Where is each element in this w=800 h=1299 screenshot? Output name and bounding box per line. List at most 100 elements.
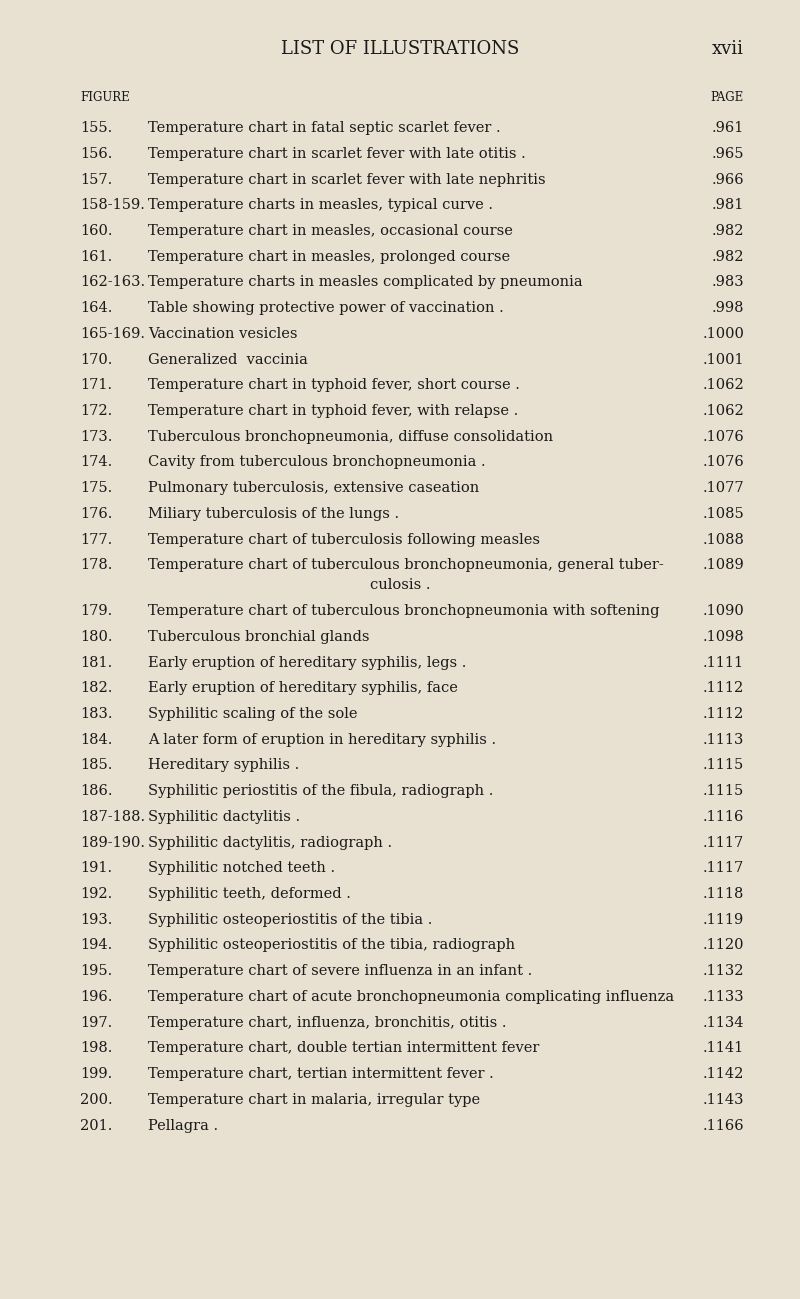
Text: 180.: 180. — [80, 630, 113, 644]
Text: 182.: 182. — [80, 681, 112, 695]
Text: Temperature chart in scarlet fever with late nephritis: Temperature chart in scarlet fever with … — [148, 173, 546, 187]
Text: Temperature chart in fatal septic scarlet fever .: Temperature chart in fatal septic scarle… — [148, 121, 501, 135]
Text: PAGE: PAGE — [710, 91, 744, 104]
Text: 194.: 194. — [80, 938, 112, 952]
Text: .1166: .1166 — [702, 1118, 744, 1133]
Text: 187-188.: 187-188. — [80, 809, 145, 824]
Text: Early eruption of hereditary syphilis, face: Early eruption of hereditary syphilis, f… — [148, 681, 458, 695]
Text: FIGURE: FIGURE — [80, 91, 130, 104]
Text: 191.: 191. — [80, 861, 112, 876]
Text: Pulmonary tuberculosis, extensive caseation: Pulmonary tuberculosis, extensive caseat… — [148, 481, 479, 495]
Text: .1132: .1132 — [702, 964, 744, 978]
Text: 160.: 160. — [80, 223, 113, 238]
Text: 184.: 184. — [80, 733, 112, 747]
Text: A later form of eruption in hereditary syphilis .: A later form of eruption in hereditary s… — [148, 733, 496, 747]
Text: .1142: .1142 — [702, 1066, 744, 1081]
Text: .1112: .1112 — [702, 707, 744, 721]
Text: .961: .961 — [712, 121, 744, 135]
Text: Syphilitic periostitis of the fibula, radiograph .: Syphilitic periostitis of the fibula, ra… — [148, 785, 494, 798]
Text: .1117: .1117 — [702, 861, 744, 876]
Text: 177.: 177. — [80, 533, 112, 547]
Text: .1001: .1001 — [702, 352, 744, 366]
Text: 158-159.: 158-159. — [80, 199, 145, 212]
Text: Syphilitic scaling of the sole: Syphilitic scaling of the sole — [148, 707, 358, 721]
Text: .965: .965 — [711, 147, 744, 161]
Text: .1119: .1119 — [702, 913, 744, 926]
Text: Temperature charts in measles, typical curve .: Temperature charts in measles, typical c… — [148, 199, 493, 212]
Text: Temperature chart of severe influenza in an infant .: Temperature chart of severe influenza in… — [148, 964, 532, 978]
Text: Temperature chart of acute bronchopneumonia complicating influenza: Temperature chart of acute bronchopneumo… — [148, 990, 674, 1004]
Text: Temperature chart in scarlet fever with late otitis .: Temperature chart in scarlet fever with … — [148, 147, 526, 161]
Text: Temperature charts in measles complicated by pneumonia: Temperature charts in measles complicate… — [148, 275, 582, 290]
Text: 186.: 186. — [80, 785, 113, 798]
Text: 156.: 156. — [80, 147, 112, 161]
Text: 201.: 201. — [80, 1118, 112, 1133]
Text: .1076: .1076 — [702, 456, 744, 469]
Text: 181.: 181. — [80, 656, 112, 669]
Text: 200.: 200. — [80, 1092, 113, 1107]
Text: 175.: 175. — [80, 481, 112, 495]
Text: 176.: 176. — [80, 507, 112, 521]
Text: 179.: 179. — [80, 604, 112, 618]
Text: 155.: 155. — [80, 121, 112, 135]
Text: 171.: 171. — [80, 378, 112, 392]
Text: Syphilitic teeth, deformed .: Syphilitic teeth, deformed . — [148, 887, 351, 902]
Text: 196.: 196. — [80, 990, 112, 1004]
Text: Cavity from tuberculous bronchopneumonia .: Cavity from tuberculous bronchopneumonia… — [148, 456, 486, 469]
Text: 183.: 183. — [80, 707, 113, 721]
Text: Tuberculous bronchopneumonia, diffuse consolidation: Tuberculous bronchopneumonia, diffuse co… — [148, 430, 553, 444]
Text: 178.: 178. — [80, 559, 112, 573]
Text: .1062: .1062 — [702, 378, 744, 392]
Text: Syphilitic notched teeth .: Syphilitic notched teeth . — [148, 861, 335, 876]
Text: 198.: 198. — [80, 1042, 112, 1055]
Text: Table showing protective power of vaccination .: Table showing protective power of vaccin… — [148, 301, 504, 316]
Text: Temperature chart, tertian intermittent fever .: Temperature chart, tertian intermittent … — [148, 1066, 494, 1081]
Text: LIST OF ILLUSTRATIONS: LIST OF ILLUSTRATIONS — [281, 40, 519, 58]
Text: 161.: 161. — [80, 249, 112, 264]
Text: .1134: .1134 — [702, 1016, 744, 1030]
Text: .1141: .1141 — [702, 1042, 744, 1055]
Text: Temperature chart of tuberculosis following measles: Temperature chart of tuberculosis follow… — [148, 533, 540, 547]
Text: .1090: .1090 — [702, 604, 744, 618]
Text: Temperature chart of tuberculous bronchopneumonia, general tuber-: Temperature chart of tuberculous broncho… — [148, 559, 664, 573]
Text: .1112: .1112 — [702, 681, 744, 695]
Text: 195.: 195. — [80, 964, 112, 978]
Text: Temperature chart, double tertian intermittent fever: Temperature chart, double tertian interm… — [148, 1042, 539, 1055]
Text: .1077: .1077 — [702, 481, 744, 495]
Text: .1117: .1117 — [702, 835, 744, 850]
Text: Temperature chart of tuberculous bronchopneumonia with softening: Temperature chart of tuberculous broncho… — [148, 604, 659, 618]
Text: .1088: .1088 — [702, 533, 744, 547]
Text: .1120: .1120 — [702, 938, 744, 952]
Text: .982: .982 — [711, 249, 744, 264]
Text: Early eruption of hereditary syphilis, legs .: Early eruption of hereditary syphilis, l… — [148, 656, 466, 669]
Text: 189-190.: 189-190. — [80, 835, 145, 850]
Text: 165-169.: 165-169. — [80, 327, 145, 340]
Text: .1000: .1000 — [702, 327, 744, 340]
Text: 164.: 164. — [80, 301, 112, 316]
Text: .1098: .1098 — [702, 630, 744, 644]
Text: .1062: .1062 — [702, 404, 744, 418]
Text: Miliary tuberculosis of the lungs .: Miliary tuberculosis of the lungs . — [148, 507, 399, 521]
Text: .966: .966 — [711, 173, 744, 187]
Text: 199.: 199. — [80, 1066, 112, 1081]
Text: .1133: .1133 — [702, 990, 744, 1004]
Text: 197.: 197. — [80, 1016, 112, 1030]
Text: Syphilitic dactylitis .: Syphilitic dactylitis . — [148, 809, 300, 824]
Text: .1115: .1115 — [702, 785, 744, 798]
Text: Syphilitic osteoperiostitis of the tibia, radiograph: Syphilitic osteoperiostitis of the tibia… — [148, 938, 515, 952]
Text: Temperature chart in typhoid fever, with relapse .: Temperature chart in typhoid fever, with… — [148, 404, 518, 418]
Text: Temperature chart in malaria, irregular type: Temperature chart in malaria, irregular … — [148, 1092, 480, 1107]
Text: 162-163.: 162-163. — [80, 275, 145, 290]
Text: .1089: .1089 — [702, 559, 744, 573]
Text: Hereditary syphilis .: Hereditary syphilis . — [148, 759, 299, 773]
Text: .983: .983 — [711, 275, 744, 290]
Text: culosis .: culosis . — [370, 578, 430, 592]
Text: Pellagra .: Pellagra . — [148, 1118, 218, 1133]
Text: xvii: xvii — [712, 40, 744, 58]
Text: .981: .981 — [712, 199, 744, 212]
Text: 173.: 173. — [80, 430, 112, 444]
Text: .982: .982 — [711, 223, 744, 238]
Text: .1118: .1118 — [702, 887, 744, 902]
Text: Temperature chart, influenza, bronchitis, otitis .: Temperature chart, influenza, bronchitis… — [148, 1016, 506, 1030]
Text: .1116: .1116 — [702, 809, 744, 824]
